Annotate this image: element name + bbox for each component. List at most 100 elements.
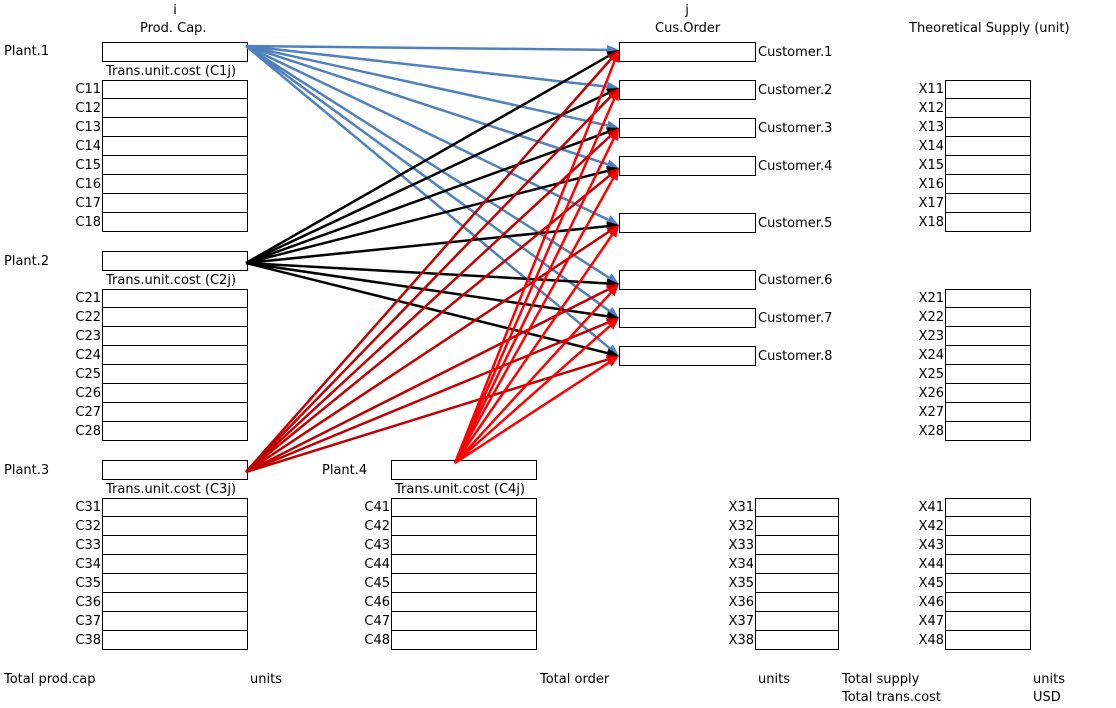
- cost-input[interactable]: [102, 175, 248, 194]
- supply-label: X46: [918, 595, 944, 610]
- cost-input[interactable]: [102, 517, 248, 536]
- cost-input[interactable]: [391, 555, 537, 574]
- supply-cell[interactable]: [945, 517, 1031, 536]
- cost-label: C14: [75, 139, 101, 154]
- customer-8-order-input[interactable]: [619, 346, 756, 366]
- cost-input[interactable]: [102, 422, 248, 441]
- cost-input[interactable]: [102, 99, 248, 118]
- plant-4-capacity-input[interactable]: [391, 460, 537, 480]
- cost-input[interactable]: [391, 593, 537, 612]
- supply-cell[interactable]: [945, 308, 1031, 327]
- supply-x3-labels: X31 X32 X33 X34 X35 X36 X37 X38: [710, 498, 754, 650]
- cost-input[interactable]: [102, 213, 248, 232]
- supply-cell[interactable]: [755, 517, 839, 536]
- supply-label: X34: [728, 557, 754, 572]
- supply-cell[interactable]: [945, 612, 1031, 631]
- customer-4-order-input[interactable]: [619, 156, 756, 176]
- supply-cell[interactable]: [945, 365, 1031, 384]
- total-trans-cost-unit: USD: [1033, 690, 1061, 705]
- supply-cell[interactable]: [755, 593, 839, 612]
- supply-cell[interactable]: [945, 289, 1031, 308]
- supply-cell[interactable]: [945, 536, 1031, 555]
- customer-4-label: Customer.4: [758, 159, 833, 174]
- arrowhead-icon: [609, 88, 619, 101]
- cost-input[interactable]: [102, 403, 248, 422]
- supply-cell[interactable]: [945, 175, 1031, 194]
- supply-cell[interactable]: [945, 498, 1031, 517]
- cost-input[interactable]: [391, 536, 537, 555]
- cost-input[interactable]: [102, 346, 248, 365]
- supply-cell[interactable]: [945, 99, 1031, 118]
- cost-label: C17: [75, 196, 101, 211]
- cost-input[interactable]: [391, 498, 537, 517]
- plant-4-cost-inputs: [391, 498, 537, 650]
- customer-7-order-input[interactable]: [619, 308, 756, 328]
- supply-label: X27: [918, 405, 944, 420]
- supply-cell[interactable]: [945, 403, 1031, 422]
- supply-cell[interactable]: [945, 574, 1031, 593]
- cost-input[interactable]: [102, 365, 248, 384]
- customer-3-order-input[interactable]: [619, 118, 756, 138]
- supply-cell[interactable]: [945, 346, 1031, 365]
- cost-input[interactable]: [102, 137, 248, 156]
- supply-cell[interactable]: [945, 137, 1031, 156]
- supply-cell[interactable]: [945, 156, 1031, 175]
- cost-input[interactable]: [102, 498, 248, 517]
- supply-label: X25: [918, 367, 944, 382]
- supply-cell[interactable]: [945, 213, 1031, 232]
- cost-input[interactable]: [102, 308, 248, 327]
- supply-cell[interactable]: [945, 555, 1031, 574]
- cost-input[interactable]: [391, 517, 537, 536]
- supply-cell[interactable]: [755, 574, 839, 593]
- customer-2-order-input[interactable]: [619, 80, 756, 100]
- cost-input[interactable]: [102, 574, 248, 593]
- cost-label: C28: [75, 424, 101, 439]
- cost-input[interactable]: [391, 612, 537, 631]
- supply-cell[interactable]: [945, 422, 1031, 441]
- cost-input[interactable]: [102, 80, 248, 99]
- supply-cell[interactable]: [755, 498, 839, 517]
- customer-6-order-input[interactable]: [619, 270, 756, 290]
- supply-cell[interactable]: [945, 194, 1031, 213]
- supply-label: X43: [918, 538, 944, 553]
- supply-cell[interactable]: [945, 118, 1031, 137]
- supply-cell[interactable]: [945, 631, 1031, 650]
- cost-input[interactable]: [102, 384, 248, 403]
- arrowhead-icon: [606, 356, 619, 367]
- cost-input[interactable]: [102, 327, 248, 346]
- supply-cell[interactable]: [945, 384, 1031, 403]
- cost-input[interactable]: [391, 574, 537, 593]
- plant-1-capacity-input[interactable]: [102, 42, 248, 62]
- total-order-unit: units: [758, 672, 790, 687]
- customer-1-order-input[interactable]: [619, 42, 756, 62]
- cost-input[interactable]: [102, 194, 248, 213]
- cost-input[interactable]: [102, 536, 248, 555]
- cost-input[interactable]: [102, 118, 248, 137]
- cost-input[interactable]: [102, 631, 248, 650]
- supply-cell[interactable]: [755, 555, 839, 574]
- cost-input[interactable]: [102, 156, 248, 175]
- cost-input[interactable]: [102, 612, 248, 631]
- plant-3-to-customer-4-arrow: [245, 174, 611, 473]
- cost-label: C25: [75, 367, 101, 382]
- supply-cell[interactable]: [755, 612, 839, 631]
- customer-5-order-input[interactable]: [619, 213, 756, 233]
- supply-label: X22: [918, 310, 944, 325]
- supply-label: X33: [728, 538, 754, 553]
- cost-label: C41: [364, 500, 390, 515]
- cost-label: C32: [75, 519, 101, 534]
- cost-input[interactable]: [102, 289, 248, 308]
- cost-input[interactable]: [102, 593, 248, 612]
- supply-cell[interactable]: [755, 631, 839, 650]
- supply-cell[interactable]: [945, 327, 1031, 346]
- supply-cell[interactable]: [945, 80, 1031, 99]
- cost-input[interactable]: [391, 631, 537, 650]
- supply-cell[interactable]: [945, 593, 1031, 612]
- plant-2-cost-inputs: [102, 289, 248, 441]
- prod-cap-header: Prod. Cap.: [140, 21, 207, 36]
- cost-label: C22: [75, 310, 101, 325]
- supply-cell[interactable]: [755, 536, 839, 555]
- cost-input[interactable]: [102, 555, 248, 574]
- plant-3-to-customer-2-arrow: [245, 95, 612, 473]
- plant-2-to-customer-3-arrow: [245, 130, 609, 265]
